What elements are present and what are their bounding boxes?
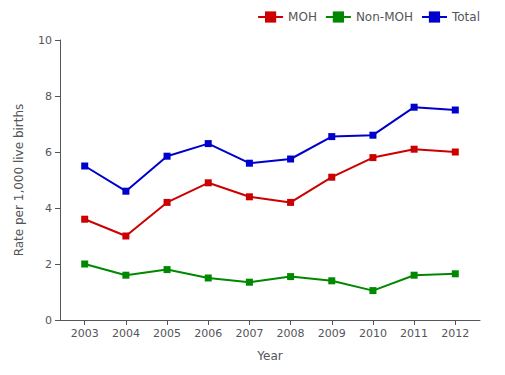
svg-text:2010: 2010: [359, 327, 387, 340]
svg-text:0: 0: [45, 314, 52, 327]
svg-text:2007: 2007: [235, 327, 263, 340]
svg-text:2011: 2011: [400, 327, 428, 340]
svg-text:MOH: MOH: [288, 10, 317, 24]
svg-text:Non-MOH: Non-MOH: [356, 10, 413, 24]
svg-text:Total: Total: [451, 10, 480, 24]
svg-text:8: 8: [45, 90, 52, 103]
svg-text:4: 4: [45, 202, 52, 215]
svg-text:2: 2: [45, 258, 52, 271]
svg-text:10: 10: [38, 34, 52, 47]
svg-text:2009: 2009: [318, 327, 346, 340]
svg-text:2008: 2008: [277, 327, 305, 340]
svg-text:Year: Year: [256, 349, 282, 363]
svg-text:2004: 2004: [112, 327, 140, 340]
svg-text:6: 6: [45, 146, 52, 159]
svg-text:2005: 2005: [153, 327, 181, 340]
svg-text:2006: 2006: [194, 327, 222, 340]
svg-text:2012: 2012: [441, 327, 469, 340]
svg-text:2003: 2003: [71, 327, 99, 340]
svg-text:Rate per 1,000 live births: Rate per 1,000 live births: [12, 104, 26, 257]
